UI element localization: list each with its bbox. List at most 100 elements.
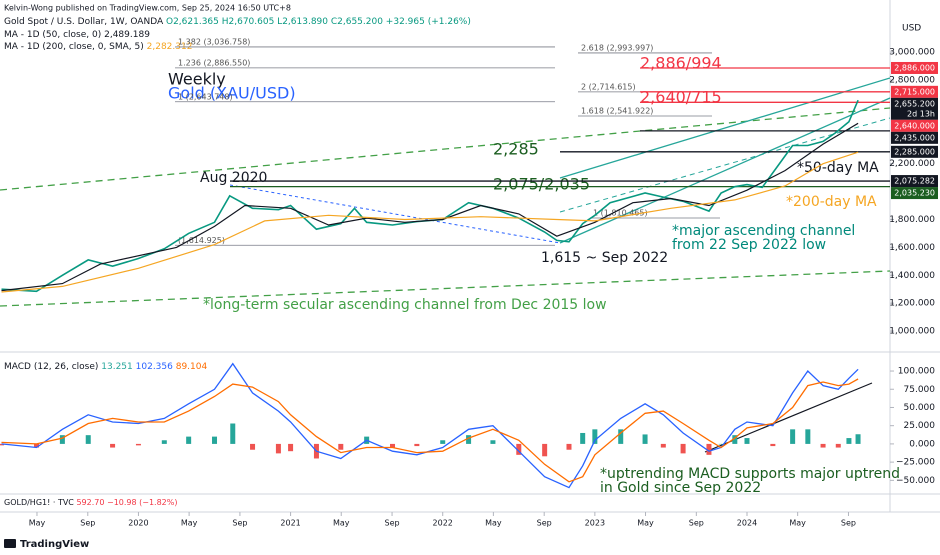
histogram-bar: [660, 443, 666, 448]
histogram-bar: [161, 440, 167, 444]
price-marker: [891, 61, 938, 74]
legend-name: MACD (12, 26, close): [4, 362, 98, 372]
price-marker: [891, 85, 938, 98]
histogram-bar: [680, 443, 686, 454]
series-line: [1, 122, 859, 292]
annotation: 2,285: [493, 140, 539, 159]
histogram-bar: [212, 436, 218, 444]
y-tick-label: 2,200.000: [889, 159, 935, 169]
y-tick-label: 75.000: [904, 385, 936, 395]
histogram-bar: [516, 443, 522, 455]
histogram-bar: [135, 443, 141, 446]
histogram-bar: [618, 429, 624, 444]
histogram-bar: [855, 434, 861, 444]
x-tick-label: 2021: [280, 519, 300, 528]
histogram-bar: [250, 443, 256, 450]
subtitle: Weekly: [168, 70, 226, 89]
histogram-bar: [790, 429, 796, 444]
legend-ma200: MA - 1D (200, close, 0, SMA, 5) 2,282.31…: [4, 42, 192, 52]
annotation: from 22 Sep 2022 low: [672, 237, 826, 253]
histogram-bar: [59, 435, 65, 444]
histogram-bar: [706, 443, 712, 455]
annotation: Aug 2020: [200, 170, 267, 186]
ascending-channel-mid: [559, 117, 891, 213]
annotation: *200-day MA: [786, 194, 877, 210]
trendline: [229, 184, 561, 244]
annotation: 2,640/715: [640, 88, 722, 107]
legend-value: 89.104: [176, 362, 208, 372]
histogram-bar: [414, 443, 420, 447]
x-tick-label: 2020: [128, 519, 148, 528]
legend-name: MA - 1D (200, close, 0, SMA, 5): [4, 42, 144, 52]
x-tick-label: Sep: [80, 519, 95, 528]
annotation: *long-term secular ascending channel fro…: [203, 297, 607, 313]
x-tick-label: May: [181, 519, 198, 528]
annotation: 1,615 ~ Sep 2022: [541, 250, 668, 266]
price-marker-label: 2,035.230: [894, 189, 935, 198]
histogram-bar: [490, 440, 496, 444]
histogram-bar: [805, 429, 811, 444]
x-tick-label: May: [637, 519, 654, 528]
histogram-bar: [230, 423, 236, 444]
x-tick-label: 2022: [433, 519, 453, 528]
y-tick-label: 1,400.000: [889, 271, 935, 281]
secular-channel-upper: [0, 107, 891, 191]
histogram-bar: [110, 443, 116, 448]
price-marker-label: 2,435.000: [894, 133, 935, 142]
price-marker-label: 2,715.000: [894, 87, 935, 96]
histogram-bar: [186, 436, 192, 444]
histogram-bar: [592, 429, 598, 444]
histogram-bar: [440, 440, 446, 444]
x-tick-label: May: [333, 519, 350, 528]
price-marker: [891, 119, 938, 132]
x-tick-label: Sep: [689, 519, 704, 528]
y-tick-label: 1,000.000: [889, 327, 935, 337]
fib-label: 1 (2,643.748): [178, 92, 233, 101]
fib-label: 1.618 (2,541.922): [581, 106, 653, 115]
x-tick-label: Sep: [537, 519, 552, 528]
fib-label: 2 (2,714.615): [581, 82, 636, 91]
price-marker: [891, 187, 938, 200]
publisher: Kelvin-Wong published on TradingView.com…: [4, 4, 291, 13]
pane-label: GOLD/HG1! · TVC: [4, 498, 74, 507]
histogram-bar: [542, 443, 548, 457]
annotation: in Gold since Sep 2022: [600, 480, 761, 496]
y-tick-label: −25.000: [896, 458, 935, 468]
annotation: 2,075/2,035: [493, 175, 590, 194]
chart-title: Gold (XAU/USD): [168, 84, 296, 103]
series-line: [1, 362, 859, 489]
series-line: [1, 99, 859, 293]
y-tick-label: 1,800.000: [889, 215, 935, 225]
histogram-bar: [820, 443, 826, 448]
y-tick-label: 3,000.000: [889, 48, 935, 58]
y-tick-label: 2,800.000: [889, 75, 935, 85]
histogram-bar: [288, 443, 294, 452]
annotation: 2,886/994: [640, 54, 722, 73]
fib-label: 1 (1,810.465): [593, 209, 648, 218]
price-marker: [891, 97, 938, 120]
histogram-bar: [580, 432, 586, 444]
legend-ohlc: O2,621.365 H2,670.605 L2,613.890 C2,655.…: [166, 17, 471, 27]
x-tick-label: Sep: [841, 519, 856, 528]
ascending-channel-upper: [559, 77, 891, 179]
brand: TradingView: [4, 539, 89, 550]
legend-price: Gold Spot / U.S. Dollar, 1W, OANDA O2,62…: [4, 17, 471, 27]
bottom-pane-label: GOLD/HG1! · TVC 592.70 −10.98 (−1.82%): [4, 498, 178, 507]
price-marker-label: 2,640.000: [894, 121, 935, 130]
legend-value: 2,282.312: [147, 42, 193, 52]
price-marker: [891, 131, 938, 144]
legend-value: 102.356: [136, 362, 173, 372]
histogram-bar: [338, 443, 344, 450]
fib-label: 2.618 (2,993.997): [581, 43, 653, 52]
pane-value: 592.70 −10.98 (−1.82%): [76, 498, 177, 507]
legend-ma50: MA - 1D (50, close, 0) 2,489.189: [4, 30, 150, 40]
x-tick-label: May: [485, 519, 502, 528]
series-line: [1, 151, 859, 293]
brand-logo: [4, 539, 16, 548]
x-tick-label: 2023: [585, 519, 605, 528]
fib-label: (1,614.925): [178, 236, 225, 245]
y-tick-label: 100.000: [898, 367, 935, 377]
fib-label: 1.236 (2,886.550): [178, 58, 250, 67]
